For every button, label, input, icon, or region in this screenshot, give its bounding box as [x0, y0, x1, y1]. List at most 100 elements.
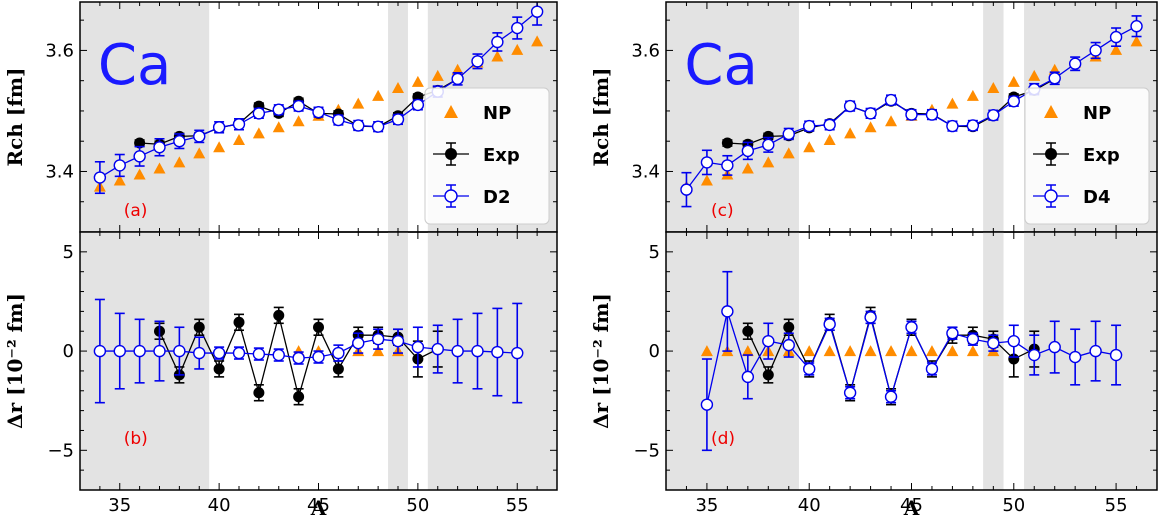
y-tick-label: −5: [47, 440, 74, 461]
data-point: [253, 387, 265, 399]
y-axis: 3.4 3.6: [631, 19, 1157, 233]
data-point: [1007, 334, 1020, 348]
panel-tag: (d): [711, 429, 735, 449]
data-point: [1089, 344, 1102, 358]
data-point: [700, 398, 714, 411]
legend: NP Exp D2: [424, 87, 550, 225]
data-point: [700, 345, 713, 357]
data-point: [700, 156, 714, 169]
data-point: [823, 118, 836, 132]
legend-entry-np: NP: [444, 103, 511, 124]
x-tick-label: 35: [695, 495, 718, 516]
data-point: [273, 309, 285, 321]
x-tick-label: 55: [506, 495, 529, 516]
data-point: [762, 130, 774, 142]
data-point: [372, 89, 385, 101]
data-point: [905, 108, 918, 121]
legend-box: [424, 87, 550, 225]
data-point: [272, 121, 285, 133]
data-point: [313, 321, 324, 333]
panel-b: 35 40 45 50 55 −5 0 5 Δr [10⁻² fm] A (b): [3, 231, 558, 518]
data-point: [133, 168, 146, 180]
legend: NP Exp D4: [1024, 87, 1150, 225]
y-axis: −5 0 5: [633, 231, 1157, 491]
data-point: [153, 141, 166, 154]
y-tick-label: 5: [63, 242, 74, 263]
data-point: [803, 141, 816, 153]
plot-area: [93, 2, 544, 195]
data-point: [864, 107, 877, 120]
panel-d: 35 40 45 50 55 −5 0 5 Δr [10⁻² fm] A (d): [589, 231, 1158, 518]
panel-a: 3.4 3.6 Rch [fm] (a) Ca NP Exp D2: [3, 1, 558, 233]
data-point: [783, 321, 795, 333]
data-point: [803, 119, 816, 133]
legend-entry-d2: D2: [433, 184, 510, 208]
shaded-region: [427, 232, 557, 490]
data-point: [173, 344, 186, 358]
data-point: [93, 344, 107, 358]
data-point: [925, 345, 938, 357]
data-point: [823, 345, 836, 357]
data-point: [721, 159, 734, 172]
y-axis-title: Δr [10⁻² fm]: [3, 293, 27, 429]
data-point: [885, 115, 898, 127]
data-point: [272, 348, 285, 362]
legend-marker: [1045, 148, 1057, 160]
data-point: [844, 127, 857, 139]
data-point: [252, 127, 265, 139]
data-point: [844, 345, 857, 357]
data-point: [864, 345, 877, 357]
data-point: [864, 121, 877, 133]
data-point: [721, 137, 733, 149]
data-point: [1110, 43, 1123, 55]
data-point: [153, 344, 166, 358]
data-point: [1089, 44, 1102, 57]
y-tick-label: −5: [633, 440, 660, 461]
data-point: [741, 370, 755, 384]
y-tick-label: 0: [63, 341, 74, 362]
data-point: [741, 162, 754, 174]
series-np: [292, 345, 404, 357]
data-point: [293, 391, 305, 403]
data-point: [511, 43, 524, 55]
data-point: [491, 50, 504, 62]
data-point: [471, 55, 484, 68]
data-point: [471, 344, 484, 358]
data-point: [233, 316, 245, 328]
y-axis: −5 0 5: [47, 231, 557, 491]
x-axis-title: A: [310, 496, 327, 518]
data-point: [193, 321, 205, 333]
data-point: [762, 369, 774, 381]
data-point: [352, 97, 365, 109]
data-point: [292, 351, 305, 365]
y-tick-label: 3.4: [631, 161, 660, 182]
plot-area: [93, 298, 524, 406]
data-point: [233, 134, 245, 145]
legend-label: Exp: [483, 145, 520, 166]
panel-tag: (b): [124, 429, 148, 449]
y-tick-label: 0: [649, 341, 660, 362]
x-tick-label: 40: [208, 495, 231, 516]
legend-marker: [444, 189, 458, 203]
y-tick-label: 5: [649, 242, 660, 263]
legend-marker: [444, 105, 458, 118]
data-point: [741, 345, 754, 357]
data-point: [843, 386, 857, 399]
data-point: [531, 35, 544, 47]
data-point: [1068, 57, 1082, 70]
panel-tag: (a): [124, 201, 148, 221]
data-point: [864, 311, 877, 324]
data-point: [213, 141, 226, 153]
data-point: [946, 97, 959, 109]
data-point: [391, 334, 405, 348]
legend-label: Exp: [1083, 145, 1120, 166]
data-point: [1007, 75, 1020, 87]
data-point: [946, 327, 959, 340]
data-point: [966, 89, 979, 101]
data-point: [966, 332, 980, 346]
data-point: [1130, 20, 1143, 33]
element-label: Ca: [684, 33, 757, 98]
data-point: [530, 5, 544, 18]
data-point: [352, 336, 365, 350]
